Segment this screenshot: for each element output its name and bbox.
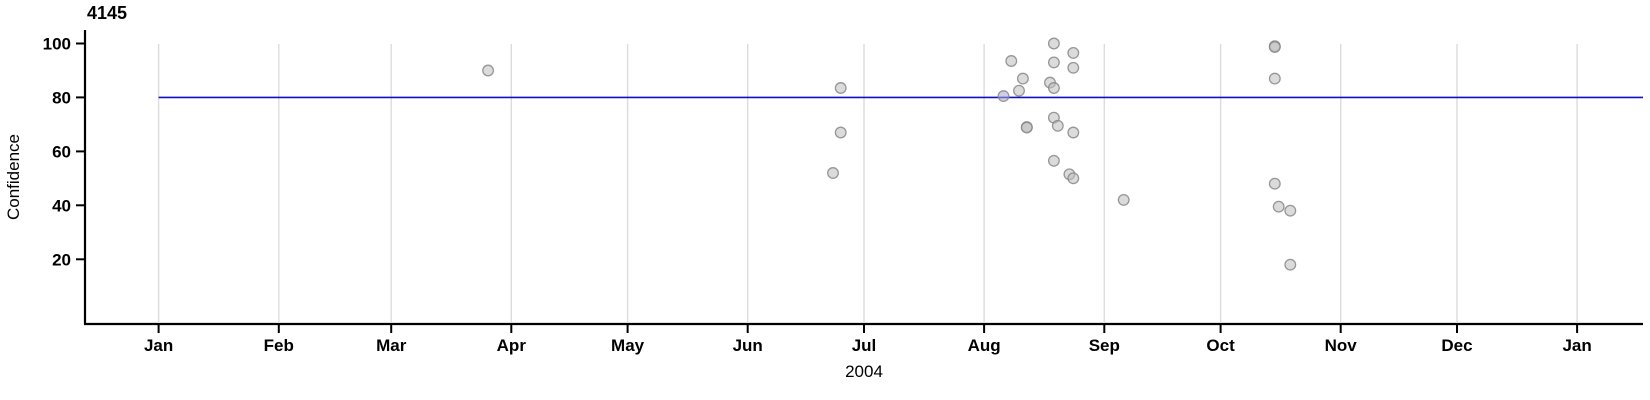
y-tick-label-40: 40 [52, 196, 71, 215]
data-point [1005, 55, 1018, 67]
x-tick-label-nov-10: Nov [1325, 336, 1358, 355]
gridlines-group [157, 44, 1578, 322]
data-point [1284, 258, 1297, 271]
x-tick-label-feb-1: Feb [264, 336, 294, 355]
data-point [997, 90, 1010, 103]
x-tick-label-jan-0: Jan [144, 336, 173, 355]
data-point [834, 82, 847, 94]
data-point [1067, 46, 1080, 59]
data-point [1047, 56, 1060, 69]
data-point [834, 126, 847, 139]
x-tick-label-aug-7: Aug [968, 336, 1001, 355]
data-point [1047, 82, 1060, 94]
data-point [1117, 193, 1130, 206]
data-point [1067, 126, 1080, 139]
x-tick-label-jan-12: Jan [1562, 336, 1591, 355]
x-tick-label-apr-3: Apr [497, 336, 527, 355]
y-tick-label-100: 100 [43, 35, 71, 54]
y-axis-label: Confidence [4, 133, 23, 221]
data-point [1047, 154, 1060, 167]
x-tick-label-may-4: May [611, 336, 645, 355]
data-point [482, 64, 495, 77]
data-point [1051, 119, 1064, 132]
x-tick-label-mar-2: Mar [376, 336, 407, 355]
data-point [827, 167, 839, 179]
axes-group: Jan Feb Mar Apr May Jun Jul Aug Sep Oct Nov Dec Jan 2… [43, 30, 1643, 355]
data-point [1268, 72, 1281, 85]
data-point [1067, 172, 1080, 185]
data-point [1272, 200, 1285, 213]
chart-title: 4145 [87, 3, 128, 23]
data-point [1284, 204, 1297, 217]
data-point [1268, 41, 1281, 53]
x-tick-label-jun-5: Jun [733, 336, 763, 355]
data-point [1268, 177, 1281, 190]
y-tick-label-80: 80 [52, 88, 71, 107]
data-points-group [482, 37, 1297, 271]
data-point [1016, 72, 1029, 85]
y-tick-label-20: 20 [52, 250, 71, 269]
data-point [1020, 121, 1033, 134]
data-point [1067, 61, 1080, 74]
y-tick-label-60: 60 [52, 142, 71, 161]
data-point [1013, 84, 1025, 97]
x-tick-label-dec-11: Dec [1441, 336, 1472, 355]
x-tick-label-sep-8: Sep [1089, 336, 1120, 355]
x-tick-label-jul-6: Jul [852, 336, 877, 355]
data-point [1047, 37, 1060, 50]
x-axis-label: 2004 [845, 362, 883, 381]
x-tick-label-oct-9: Oct [1206, 336, 1235, 355]
